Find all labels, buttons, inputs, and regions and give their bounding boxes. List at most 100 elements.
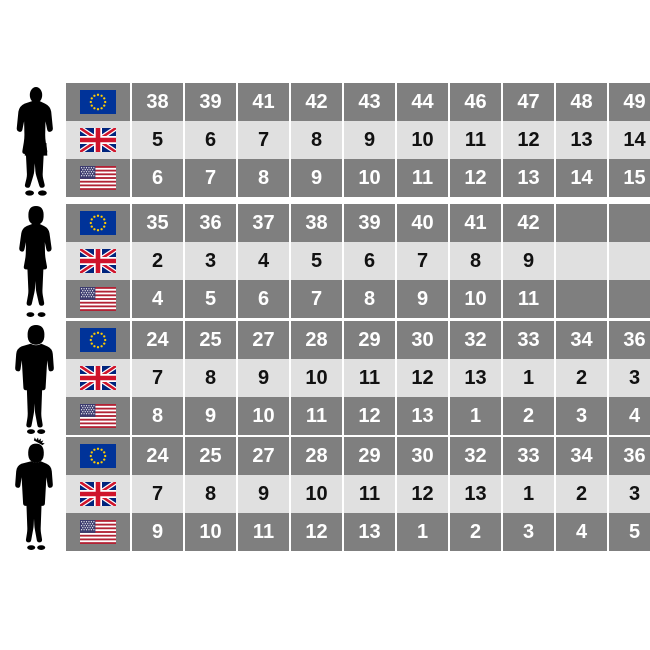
size-cell: 10 [185,513,236,551]
size-cell: 10 [397,121,448,159]
size-cell: 13 [450,475,501,513]
size-cell: 33 [503,437,554,475]
size-cell: 2 [556,359,607,397]
size-block-girls: 2425272829303233343637 789101112131234 9… [0,437,650,551]
size-cell: 11 [450,121,501,159]
size-cell: 6 [238,280,289,318]
size-cell [609,204,650,242]
size-cell: 7 [397,242,448,280]
size-cell: 1 [397,513,448,551]
size-cell: 9 [132,513,183,551]
size-cell: 43 [344,83,395,121]
size-cell: 39 [344,204,395,242]
size-row-boys-us: 891011121312345 [66,397,650,435]
size-cell: 7 [132,475,183,513]
size-cell: 8 [238,159,289,197]
size-cell: 28 [291,437,342,475]
size-cell: 9 [238,359,289,397]
size-cell: 4 [609,397,650,435]
uk-flag-icon-glyph [80,482,116,506]
size-cell: 15 [609,159,650,197]
uk-flag-icon-glyph [80,128,116,152]
size-row-men-eu: 3839414243444647484950 [66,83,650,121]
eu-flag-icon [66,321,130,359]
size-cell: 34 [556,321,607,359]
size-cell: 1 [503,475,554,513]
size-cell: 2 [503,397,554,435]
size-cell [609,280,650,318]
size-row-men-uk: 56789101112131415 [66,121,650,159]
size-cell: 12 [397,359,448,397]
size-grid-girls: 2425272829303233343637 789101112131234 9… [66,437,650,551]
size-cell: 24 [132,321,183,359]
size-cell: 8 [132,397,183,435]
size-row-girls-eu: 2425272829303233343637 [66,437,650,475]
size-cell: 10 [238,397,289,435]
girl-silhouette-icon [8,437,64,551]
size-cell: 14 [609,121,650,159]
size-cell: 11 [344,359,395,397]
size-cell: 10 [291,359,342,397]
size-row-girls-uk: 789101112131234 [66,475,650,513]
us-flag-icon-glyph [80,287,116,311]
size-cell: 12 [450,159,501,197]
size-cell: 6 [132,159,183,197]
size-cell: 24 [132,437,183,475]
uk-flag-icon-glyph [80,249,116,273]
size-cell [556,242,607,280]
us-flag-icon-glyph [80,166,116,190]
uk-flag-icon-glyph [80,366,116,390]
size-cell: 39 [185,83,236,121]
size-cell: 1 [503,359,554,397]
size-cell: 12 [503,121,554,159]
size-cell: 11 [344,475,395,513]
size-row-boys-eu: 2425272829303233343637 [66,321,650,359]
size-cell: 3 [609,475,650,513]
us-flag-icon [66,513,130,551]
size-cell: 12 [397,475,448,513]
size-cell: 10 [344,159,395,197]
uk-flag-icon [66,359,130,397]
eu-flag-icon [66,437,130,475]
size-cell: 32 [450,437,501,475]
size-cell: 8 [291,121,342,159]
size-cell: 10 [450,280,501,318]
size-cell: 10 [291,475,342,513]
size-cell: 37 [238,204,289,242]
size-cell: 47 [503,83,554,121]
size-cell: 9 [238,475,289,513]
size-cell: 14 [556,159,607,197]
size-cell: 12 [291,513,342,551]
size-cell: 25 [185,321,236,359]
size-cell: 2 [556,475,607,513]
size-block-men: 3839414243444647484950 56789101112131415… [0,83,650,197]
size-cell: 29 [344,321,395,359]
size-cell: 8 [185,475,236,513]
size-cell: 11 [291,397,342,435]
size-cell: 9 [503,242,554,280]
size-cell: 9 [397,280,448,318]
size-cell: 36 [185,204,236,242]
size-cell: 8 [344,280,395,318]
size-cell: 8 [450,242,501,280]
size-cell [609,242,650,280]
size-cell: 49 [609,83,650,121]
size-cell: 41 [238,83,289,121]
size-cell: 5 [609,513,650,551]
size-cell: 27 [238,437,289,475]
size-cell: 5 [291,242,342,280]
size-cell: 36 [609,437,650,475]
size-cell: 12 [344,397,395,435]
size-cell: 29 [344,437,395,475]
eu-flag-icon-glyph [80,90,116,114]
size-cell: 3 [609,359,650,397]
size-cell: 13 [450,359,501,397]
size-cell [556,280,607,318]
size-cell: 3 [185,242,236,280]
size-cell: 32 [450,321,501,359]
size-cell: 6 [344,242,395,280]
